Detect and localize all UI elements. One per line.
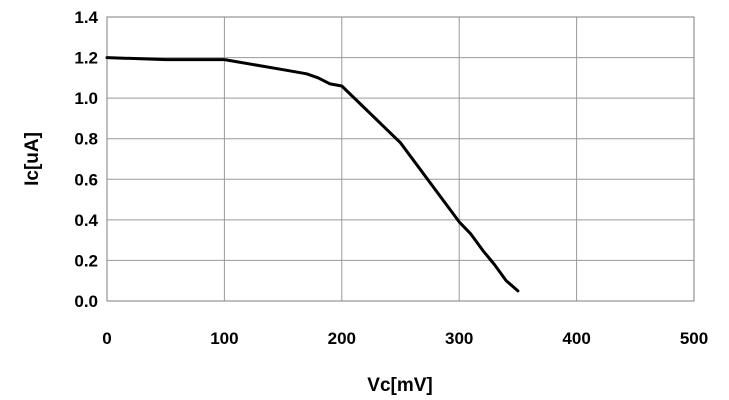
series-line: [105, 56, 520, 293]
x-tick-label: 400: [562, 329, 590, 348]
y-tick-label: 1.4: [74, 8, 98, 27]
x-tick-label: 200: [328, 329, 356, 348]
x-tick-label: 100: [210, 329, 238, 348]
y-tick-label: 1.2: [74, 49, 98, 68]
x-axis-title: Vc[mV]: [367, 375, 432, 396]
x-tick-label: 300: [445, 329, 473, 348]
x-tick-label: 500: [680, 329, 708, 348]
y-axis-ticks: 0.0 0.2 0.4 0.6 0.8 1.0 1.2 1.4: [74, 8, 98, 311]
y-tick-label: 0.6: [74, 170, 98, 189]
plot-area-frame: [106, 16, 695, 302]
x-axis-ticks: 0 100 200 300 400 500: [102, 329, 708, 348]
y-tick-label: 0.0: [74, 292, 98, 311]
series-group: [105, 56, 520, 293]
y-tick-label: 1.0: [74, 89, 98, 108]
y-tick-label: 0.2: [74, 251, 98, 270]
y-axis-title: Ic[uA]: [22, 132, 43, 186]
y-tick-label: 0.4: [74, 211, 98, 230]
x-tick-label: 0: [102, 329, 111, 348]
y-tick-label: 0.8: [74, 130, 98, 149]
